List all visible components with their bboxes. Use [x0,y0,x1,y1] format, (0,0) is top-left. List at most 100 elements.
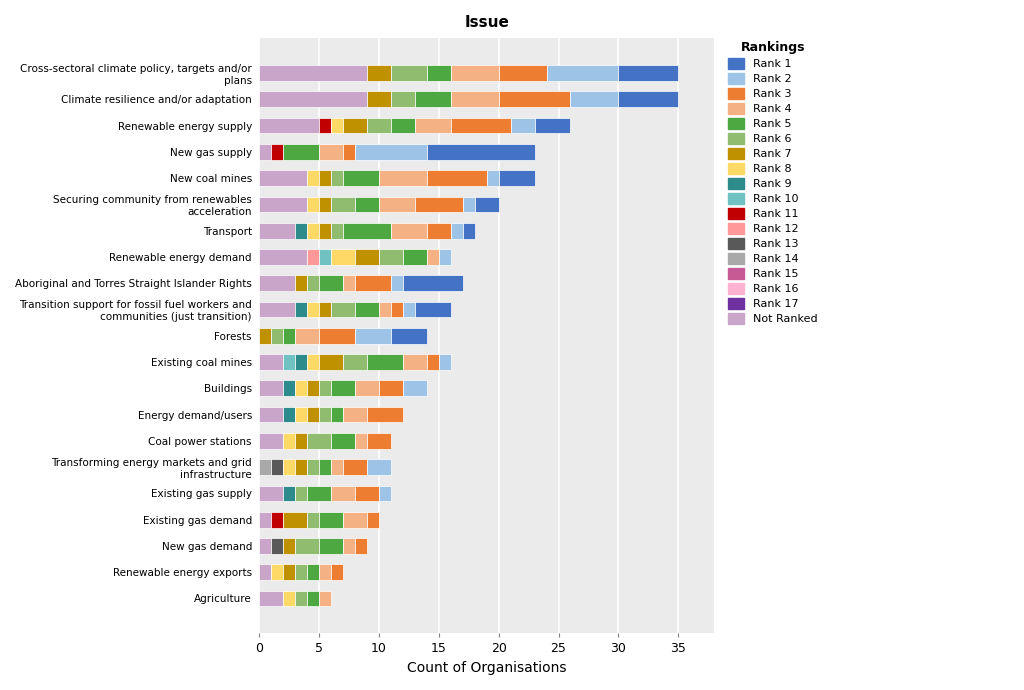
Bar [451,92,499,107]
Bar [331,118,343,133]
Bar [318,249,331,265]
Bar [391,118,415,133]
Bar [307,564,318,580]
Bar [354,380,379,396]
Bar [295,328,318,344]
Bar [379,302,391,317]
Bar [438,354,451,370]
Bar [283,460,295,475]
Bar [318,406,331,422]
Bar [259,354,283,370]
Bar [307,302,318,317]
Bar [535,118,570,133]
Bar [367,354,402,370]
Bar [295,538,318,554]
Bar [391,275,402,291]
Bar [259,538,270,554]
Bar [343,275,354,291]
Bar [343,170,379,186]
Bar [307,406,318,422]
Bar [343,538,354,554]
Bar [343,354,367,370]
Bar [474,197,499,213]
Bar [379,486,391,501]
Bar [295,564,307,580]
X-axis label: Count of Organisations: Count of Organisations [407,661,566,675]
Bar [331,460,343,475]
Bar [367,433,391,448]
Bar [318,328,354,344]
Bar [318,170,331,186]
Bar [283,564,295,580]
Bar [486,170,499,186]
Bar [307,433,331,448]
Bar [367,512,379,528]
Bar [331,197,354,213]
Bar [354,328,391,344]
Bar [367,65,391,81]
Bar [402,354,427,370]
Bar [463,197,474,213]
Bar [259,328,270,344]
Bar [295,275,307,291]
Bar [391,223,427,239]
Bar [451,65,499,81]
Bar [259,486,283,501]
Bar [618,92,678,107]
Bar [354,433,367,448]
Bar [295,302,307,317]
Bar [354,302,379,317]
Bar [402,302,415,317]
Title: Issue: Issue [464,15,509,30]
Bar [270,460,283,475]
Bar [415,92,451,107]
Bar [307,512,318,528]
Bar [427,249,438,265]
Bar [427,223,451,239]
Bar [318,118,331,133]
Bar [331,302,354,317]
Bar [318,197,331,213]
Bar [343,223,391,239]
Bar [343,512,367,528]
Bar [307,354,318,370]
Bar [318,354,343,370]
Bar [283,486,295,501]
Bar [295,354,307,370]
Bar [307,170,318,186]
Bar [283,380,295,396]
Bar [295,433,307,448]
Bar [318,512,343,528]
Bar [283,328,295,344]
Bar [259,65,367,81]
Bar [451,223,463,239]
Bar [283,406,295,422]
Bar [367,460,391,475]
Bar [259,170,307,186]
Bar [307,486,331,501]
Bar [427,170,486,186]
Bar [259,564,270,580]
Bar [427,354,438,370]
Bar [367,406,402,422]
Bar [318,564,331,580]
Bar [270,144,283,160]
Bar [307,223,318,239]
Bar [547,65,618,81]
Bar [331,433,354,448]
Bar [259,144,270,160]
Bar [618,65,678,81]
Bar [318,302,331,317]
Bar [295,486,307,501]
Bar [259,275,295,291]
Bar [570,92,618,107]
Bar [259,223,295,239]
Bar [318,223,331,239]
Bar [307,380,318,396]
Bar [318,144,343,160]
Bar [354,538,367,554]
Bar [259,512,270,528]
Bar [259,591,283,607]
Bar [259,302,295,317]
Bar [283,144,318,160]
